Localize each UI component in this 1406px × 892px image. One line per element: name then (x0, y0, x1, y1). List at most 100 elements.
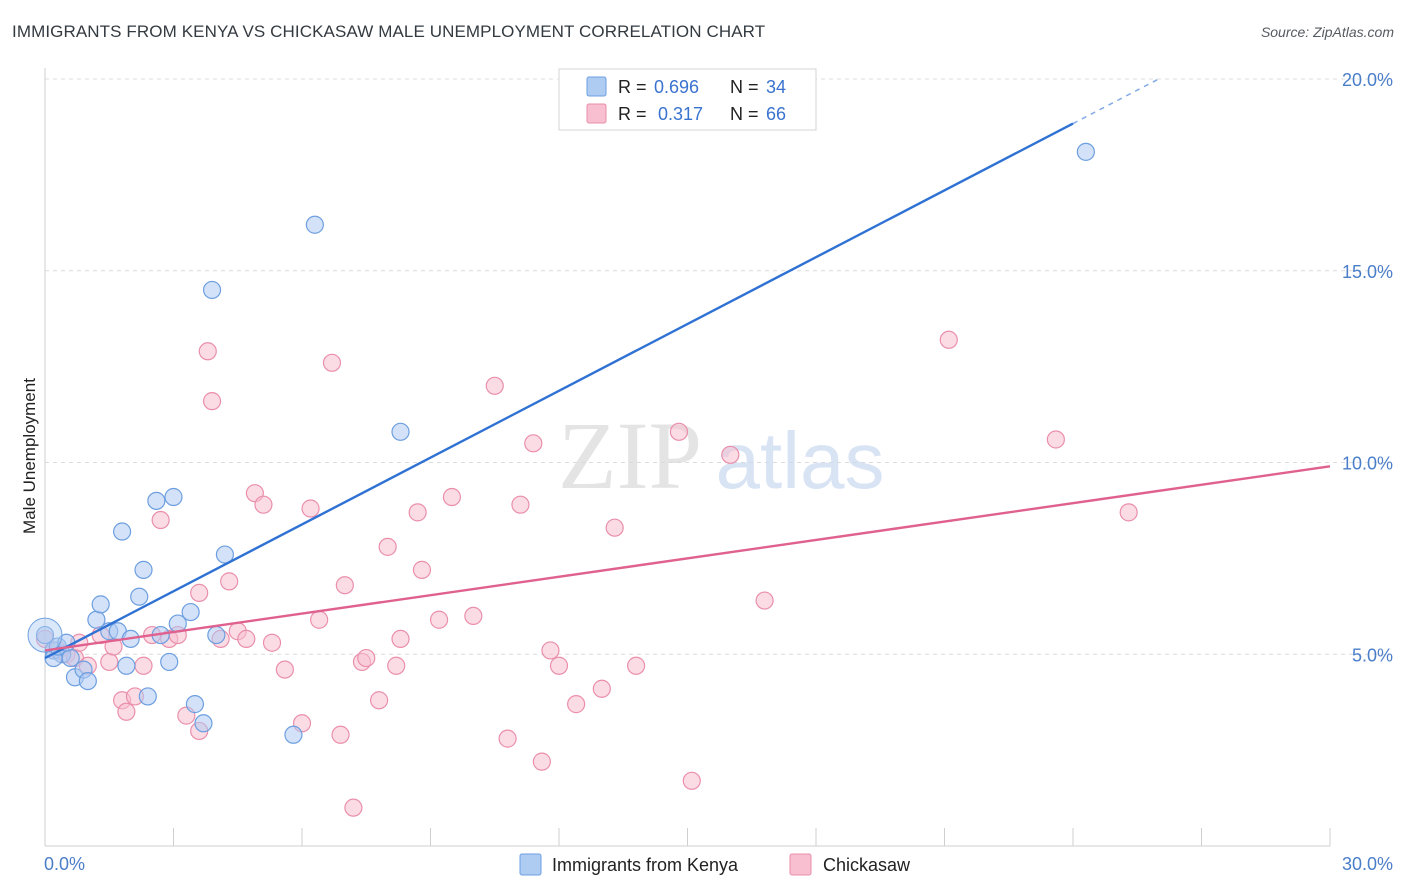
kenya-point (112, 522, 132, 541)
chickasaw-point (254, 495, 273, 514)
legend-swatch-kenya (586, 76, 607, 97)
kenya-point (117, 656, 136, 675)
chickasaw-point (387, 656, 406, 675)
kenya-point (194, 714, 213, 733)
chickasaw-point (357, 648, 376, 668)
chickasaw-point (541, 641, 560, 660)
chickasaw-point (310, 610, 329, 629)
kenya-trend-line-extension (1072, 78, 1160, 125)
bottom-legend-kenya-label: Immigrants from Kenya (552, 855, 739, 875)
chickasaw-point (202, 392, 222, 411)
chart-title: IMMIGRANTS FROM KENYA VS CHICKASAW MALE … (12, 22, 766, 41)
grid-lines (45, 78, 1390, 655)
kenya-point (160, 652, 179, 672)
bottom-legend: Immigrants from Kenya Chickasaw (519, 853, 911, 876)
kenya-point (35, 625, 55, 645)
y-tick-label: 20.0% (1342, 70, 1393, 90)
chickasaw-point (721, 445, 740, 464)
legend-chickasaw-r-label: R = (618, 104, 647, 124)
kenya-point (27, 617, 63, 653)
chickasaw-point (262, 633, 282, 652)
chickasaw-point (100, 652, 119, 672)
chickasaw-point (511, 495, 530, 514)
source-credit: Source: ZipAtlas.com (1260, 24, 1394, 40)
legend-kenya-r-value: 0.696 (654, 77, 699, 97)
chickasaw-point (755, 591, 774, 610)
chickasaw-point (370, 691, 389, 710)
kenya-points (27, 142, 1095, 744)
legend-kenya-n-value: 34 (766, 77, 786, 97)
kenya-point (181, 602, 200, 622)
chickasaw-point (669, 422, 689, 441)
y-axis-label: Male Unemployment (20, 378, 39, 534)
chickasaw-point (682, 771, 701, 790)
chickasaw-point (237, 629, 256, 649)
trend-lines (44, 78, 1331, 660)
chickasaw-point (134, 656, 153, 675)
axes (44, 68, 1331, 847)
chickasaw-point (412, 560, 432, 579)
legend-swatch-chickasaw (586, 103, 607, 124)
chickasaw-trend-line (44, 465, 1331, 652)
legend-kenya-n-label: N = (730, 77, 759, 97)
chickasaw-point (464, 606, 483, 626)
kenya-point (78, 671, 97, 691)
chickasaw-point (549, 656, 569, 675)
kenya-point (147, 491, 166, 510)
chickasaw-point (592, 679, 611, 698)
chickasaw-point (391, 629, 410, 649)
kenya-point (202, 280, 222, 300)
chickasaw-point (408, 503, 427, 522)
bottom-legend-swatch-chickasaw (789, 853, 812, 876)
x-tick-label: 30.0% (1342, 854, 1393, 874)
y-tick-label: 5.0% (1352, 645, 1393, 665)
chickasaw-point (344, 798, 363, 817)
y-tick-label: 10.0% (1342, 454, 1393, 474)
chickasaw-point (1046, 430, 1065, 449)
kenya-point (1076, 142, 1095, 161)
chickasaw-point (485, 376, 504, 395)
chickasaw-point (605, 518, 624, 537)
kenya-point (185, 695, 205, 714)
y-tick-label: 15.0% (1342, 262, 1393, 282)
kenya-point (91, 595, 110, 614)
chickasaw-point (524, 434, 543, 453)
legend-chickasaw-n-label: N = (730, 104, 759, 124)
chickasaw-point (151, 510, 170, 530)
chickasaw-point (939, 330, 958, 349)
kenya-point (138, 687, 157, 706)
legend-kenya-r-label: R = (618, 77, 647, 97)
bottom-legend-swatch-kenya (519, 853, 542, 876)
chickasaw-point (322, 353, 342, 372)
kenya-point (130, 587, 149, 606)
legend-box: R = 0.696 N = 34 R = 0.317 N = 66 (558, 68, 817, 131)
chickasaw-point (335, 576, 354, 595)
kenya-point (164, 487, 183, 507)
chickasaw-point (275, 660, 294, 679)
x-tick-label: 0.0% (44, 854, 85, 874)
kenya-trend-line (44, 122, 1074, 660)
chickasaw-point (442, 487, 462, 507)
tick-labels: 5.0% 10.0% 15.0% 20.0% 0.0% 30.0% (44, 70, 1393, 874)
watermark-atlas: atlas (716, 416, 885, 505)
kenya-point (207, 625, 226, 645)
legend-chickasaw-n-value: 66 (766, 104, 786, 124)
kenya-point (305, 215, 324, 234)
kenya-point (134, 560, 153, 579)
watermark-zip: ZIP (558, 402, 702, 509)
chickasaw-point (198, 342, 217, 361)
chickasaw-point (301, 499, 320, 518)
kenya-point (215, 545, 234, 564)
chickasaw-point (498, 729, 517, 748)
chickasaw-point (532, 752, 551, 771)
chickasaw-point (626, 656, 646, 675)
bottom-legend-chickasaw-label: Chickasaw (823, 855, 911, 875)
chickasaw-point (567, 695, 586, 714)
chickasaw-point (378, 537, 397, 556)
chickasaw-point (1119, 503, 1138, 522)
chickasaw-point (429, 610, 449, 629)
kenya-point (284, 725, 303, 744)
chickasaw-point (190, 583, 209, 602)
chickasaw-point (117, 702, 136, 721)
